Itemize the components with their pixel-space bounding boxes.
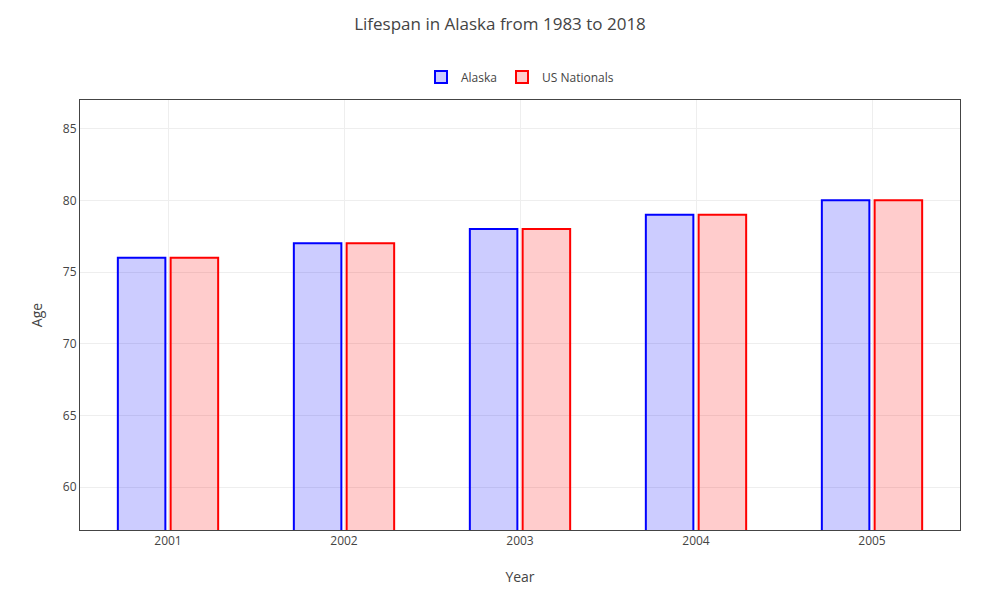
svg-text:2004: 2004 <box>682 532 710 549</box>
svg-text:2001: 2001 <box>154 532 181 549</box>
svg-text:2002: 2002 <box>330 532 358 549</box>
svg-text:70: 70 <box>63 335 77 352</box>
svg-text:2005: 2005 <box>858 532 886 549</box>
svg-text:60: 60 <box>63 478 77 495</box>
svg-text:Lifespan in Alaska from 1983 t: Lifespan in Alaska from 1983 to 2018 <box>354 12 646 35</box>
svg-text:85: 85 <box>63 120 77 137</box>
svg-text:US Nationals: US Nationals <box>542 69 614 86</box>
svg-text:65: 65 <box>63 407 77 424</box>
svg-text:Alaska: Alaska <box>461 69 497 86</box>
svg-text:75: 75 <box>63 263 77 280</box>
svg-text:80: 80 <box>63 192 77 209</box>
svg-text:Age: Age <box>27 303 46 327</box>
svg-text:2003: 2003 <box>506 532 534 549</box>
svg-text:Year: Year <box>505 567 534 586</box>
